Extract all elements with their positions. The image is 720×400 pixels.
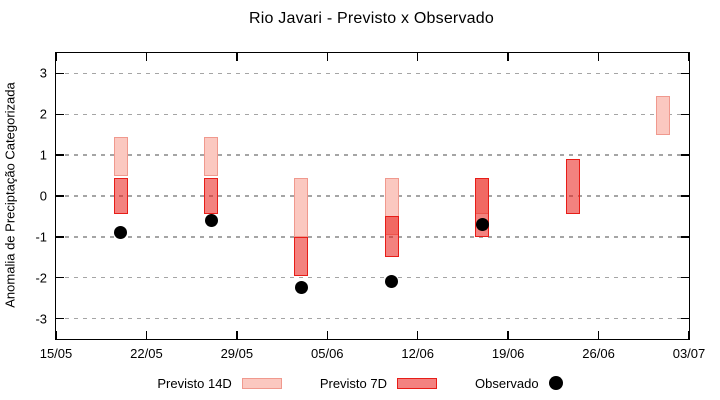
gridline-y-3 xyxy=(56,72,689,75)
legend-box-marker xyxy=(397,377,438,389)
y-tick-right xyxy=(681,276,689,279)
y-tick-label: 2 xyxy=(39,106,47,122)
legend: Previsto 14D Previsto 7D Observado xyxy=(0,372,720,394)
legend-dot-marker xyxy=(548,376,563,390)
observado-dot xyxy=(385,275,399,289)
x-tick-top xyxy=(688,53,690,61)
previsto-7d-bar xyxy=(113,177,128,215)
y-tick-right xyxy=(681,113,689,116)
previsto-14d-bar xyxy=(204,136,219,176)
x-tick-top xyxy=(326,53,329,61)
observado-dot xyxy=(114,226,128,240)
x-tick-top xyxy=(597,53,600,61)
x-tick-label: 19/06 xyxy=(491,346,525,361)
x-tick-top xyxy=(507,53,509,61)
gridline-y--1 xyxy=(56,236,689,238)
previsto-14d-bar xyxy=(656,95,671,135)
y-tick-right xyxy=(681,195,689,197)
observado-dot xyxy=(475,218,489,232)
x-tick-top xyxy=(236,53,238,61)
y-tick-left xyxy=(56,195,64,197)
x-tick-label: 15/05 xyxy=(39,346,73,361)
y-tick-label: 3 xyxy=(39,65,47,81)
x-tick-bottom xyxy=(597,331,600,339)
legend-item-observado: Observado xyxy=(475,376,563,391)
observado-dot xyxy=(294,281,308,295)
x-tick-top xyxy=(55,53,57,61)
previsto-7d-bar xyxy=(384,216,399,258)
chart-title: Rio Javari - Previsto x Observado xyxy=(249,10,494,27)
y-tick-left xyxy=(56,154,64,156)
y-tick-left xyxy=(56,317,64,320)
y-tick-label: 1 xyxy=(39,147,47,163)
x-tick-bottom xyxy=(688,331,690,339)
y-tick-right xyxy=(681,317,689,320)
previsto-14d-bar xyxy=(294,177,309,237)
y-tick-label: -3 xyxy=(35,311,47,327)
y-tick-left xyxy=(56,72,64,75)
y-tick-label: -1 xyxy=(35,229,47,245)
y-tick-left xyxy=(56,236,64,238)
x-tick-label: 29/05 xyxy=(220,346,254,361)
y-tick-label: 0 xyxy=(39,188,47,204)
legend-item-previsto-7d: Previsto 7D xyxy=(319,375,438,391)
previsto-7d-bar xyxy=(204,177,219,215)
x-tick-bottom xyxy=(416,331,419,339)
x-tick-label: 03/07 xyxy=(672,346,706,361)
x-tick-label: 26/06 xyxy=(582,346,615,361)
x-tick-top xyxy=(416,53,419,61)
y-axis-title: Anomalia de Preciptação Categorizada xyxy=(2,82,18,308)
y-tick-left xyxy=(56,113,64,116)
legend-label: Observado xyxy=(475,375,539,391)
legend-label: Previsto 14D xyxy=(157,375,232,391)
gridline-y-1 xyxy=(56,154,689,156)
observado-dot xyxy=(204,214,218,227)
gridline-y--2 xyxy=(56,276,689,279)
previsto-7d-bar xyxy=(565,159,580,215)
legend-box-marker xyxy=(241,377,282,389)
legend-label: Previsto 7D xyxy=(319,375,388,391)
legend-item-previsto-14d: Previsto 14D xyxy=(157,375,282,391)
x-tick-bottom xyxy=(236,331,238,339)
x-tick-bottom xyxy=(507,331,509,339)
x-tick-label: 22/05 xyxy=(130,346,163,361)
x-tick-top xyxy=(145,53,148,61)
x-tick-bottom xyxy=(55,331,57,339)
x-tick-bottom xyxy=(145,331,148,339)
y-tick-right xyxy=(681,72,689,75)
gridline-y--3 xyxy=(56,317,689,320)
y-tick-right xyxy=(681,154,689,156)
previsto-7d-bar xyxy=(294,236,309,276)
y-tick-right xyxy=(681,236,689,238)
gridline-y-2 xyxy=(56,113,689,116)
x-tick-label: 12/06 xyxy=(401,346,434,361)
previsto-14d-bar xyxy=(113,136,128,176)
x-tick-bottom xyxy=(326,331,329,339)
gridline-y-0 xyxy=(56,195,689,197)
plot-area: 3 2 1 0 -1 -2 -3 15/05 22/05 29/05 05/06 12/06 19/06… xyxy=(35,52,705,361)
x-tick-label: 05/06 xyxy=(311,346,344,361)
y-tick-left xyxy=(56,276,64,279)
y-tick-label: -2 xyxy=(35,270,47,286)
